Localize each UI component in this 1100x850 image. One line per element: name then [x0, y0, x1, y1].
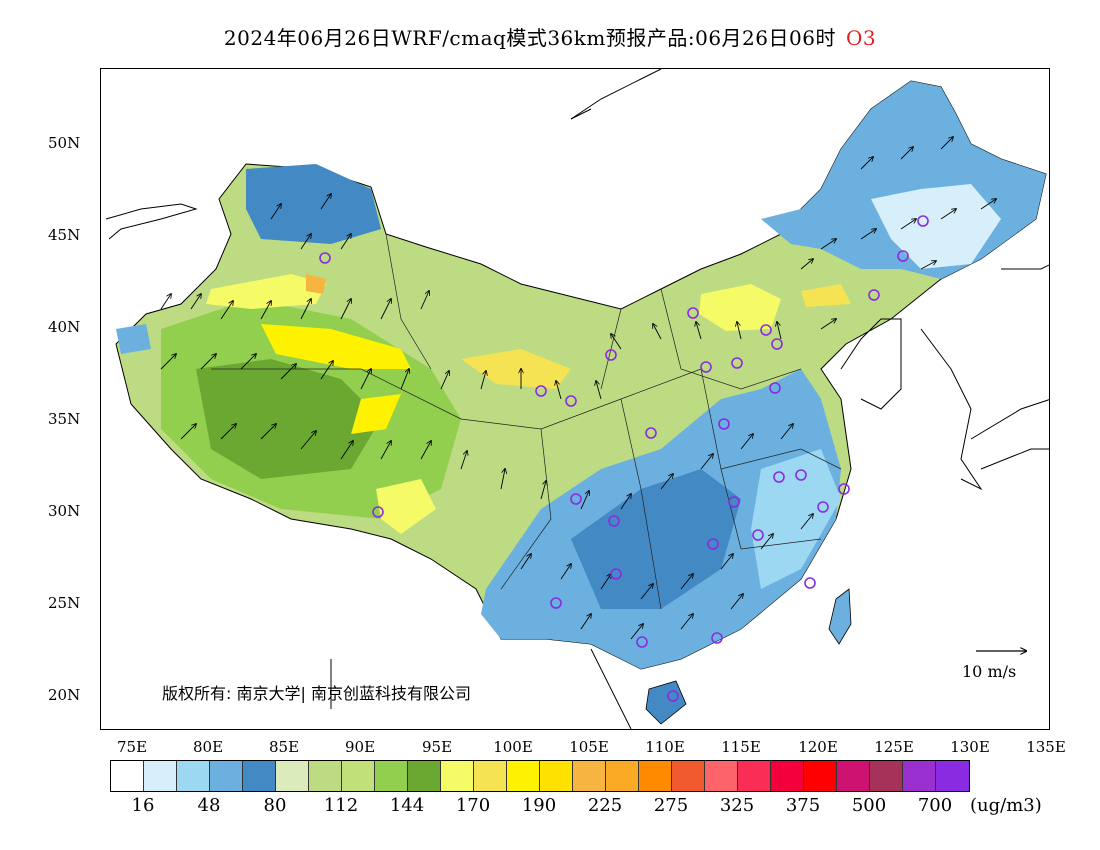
orange-zone [306, 274, 326, 294]
copyright-notice: 版权所有: 南京大学| 南京创蓝科技有限公司 [162, 684, 471, 703]
colorbar-swatch [375, 761, 408, 791]
northwest-light-blue [116, 324, 151, 354]
colorbar-swatch [540, 761, 573, 791]
yellow-zone-northeast [801, 284, 851, 307]
colorbar-swatch [111, 761, 144, 791]
lon-label-80e: 80E [192, 738, 224, 756]
lat-label-35n: 35N [48, 410, 81, 428]
colorbar-swatch [771, 761, 804, 791]
colorbar-tick-label: 500 [851, 795, 887, 816]
lon-label-95e: 95E [421, 738, 453, 756]
colorbar-swatch [936, 761, 969, 791]
colorbar-swatch [276, 761, 309, 791]
wind-vectors [160, 137, 996, 640]
taiwan-island [828, 588, 852, 645]
lat-label-40n: 40N [48, 318, 81, 336]
colorbar-swatch [507, 761, 540, 791]
colorbar-swatch [705, 761, 738, 791]
colorbar-swatch [738, 761, 771, 791]
lon-label-90e: 90E [344, 738, 376, 756]
colorbar-swatch [837, 761, 870, 791]
colorbar-tick-label: 325 [719, 795, 755, 816]
yellow-zone-qinghai [461, 349, 571, 389]
colorbar-swatch [441, 761, 474, 791]
colorbar-tick-label: 225 [587, 795, 623, 816]
colorbar-tick-label: 48 [197, 795, 221, 816]
colorbar-tick-label: 190 [521, 795, 557, 816]
lon-label-115e: 115E [721, 738, 761, 756]
lon-label-130e: 130E [950, 738, 990, 756]
colorbar-tick-label: 144 [389, 795, 425, 816]
colorbar-swatch [474, 761, 507, 791]
colorbar-swatch [144, 761, 177, 791]
colorbar-tick-label: 375 [785, 795, 821, 816]
colorbar-unit: (ug/m3) [970, 795, 1042, 816]
colorbar-swatch [639, 761, 672, 791]
colorbar-swatch [870, 761, 903, 791]
lon-label-120e: 120E [798, 738, 838, 756]
lon-label-110e: 110E [645, 738, 685, 756]
colorbar-swatch [903, 761, 936, 791]
colorbar-swatch [573, 761, 606, 791]
altai-blue-zone [246, 164, 381, 244]
lon-label-125e: 125E [874, 738, 914, 756]
colorbar-swatch [804, 761, 837, 791]
map-panel [100, 68, 1050, 730]
wind-reference-label: 10 m/s [962, 662, 1017, 681]
colorbar-tick-label: 16 [131, 795, 155, 816]
neighbour-outlines [105, 69, 1049, 729]
lat-label-30n: 30N [48, 502, 81, 520]
title-text: 2024年06月26日WRF/cmaq模式36km预报产品:06月26日06时 [223, 26, 836, 50]
yellow-zone-south-tibet [376, 479, 436, 534]
lon-label-135e: 135E [1026, 738, 1066, 756]
colorbar-tick-label: 170 [455, 795, 491, 816]
lon-label-105e: 105E [569, 738, 609, 756]
colorbar-swatch [210, 761, 243, 791]
lat-label-20n: 20N [48, 686, 81, 704]
yellow-zone-tibet [351, 394, 401, 434]
province-boundaries [211, 233, 842, 610]
colorbar-tick-label: 275 [653, 795, 689, 816]
northeast-light-blue [871, 184, 1001, 269]
colorbar-tick-label: 700 [917, 795, 953, 816]
lat-label-45n: 45N [48, 226, 81, 244]
colorbar-tick-label: 112 [323, 795, 359, 816]
lon-label-100e: 100E [493, 738, 533, 756]
colorbar-swatch [243, 761, 276, 791]
lon-label-75e: 75E [116, 738, 148, 756]
colorbar-swatch [177, 761, 210, 791]
yellow-zone-tarim [261, 324, 411, 369]
colorbar-tick-label: 80 [263, 795, 287, 816]
map-title: 2024年06月26日WRF/cmaq模式36km预报产品:06月26日06时 O… [0, 22, 1100, 51]
dark-green-zone [196, 359, 381, 479]
colorbar-swatch [606, 761, 639, 791]
lon-label-85e: 85E [268, 738, 300, 756]
pollutant-label: O3 [845, 26, 877, 50]
lat-label-25n: 25N [48, 594, 81, 612]
station-markers [319, 215, 929, 702]
colorbar-swatch [672, 761, 705, 791]
yellow-zone-xinjiang [206, 274, 326, 309]
lat-label-50n: 50N [48, 134, 81, 152]
colorbar-swatch [342, 761, 375, 791]
colorbar-swatch [309, 761, 342, 791]
southeast-light-blue [751, 449, 841, 589]
colorbar-swatch [408, 761, 441, 791]
yellow-zone-north-china [699, 284, 781, 331]
china-ozone-map [105, 69, 1049, 729]
hainan-island [645, 680, 687, 725]
south-china-dark-blue [571, 469, 741, 609]
colorbar [110, 760, 970, 792]
